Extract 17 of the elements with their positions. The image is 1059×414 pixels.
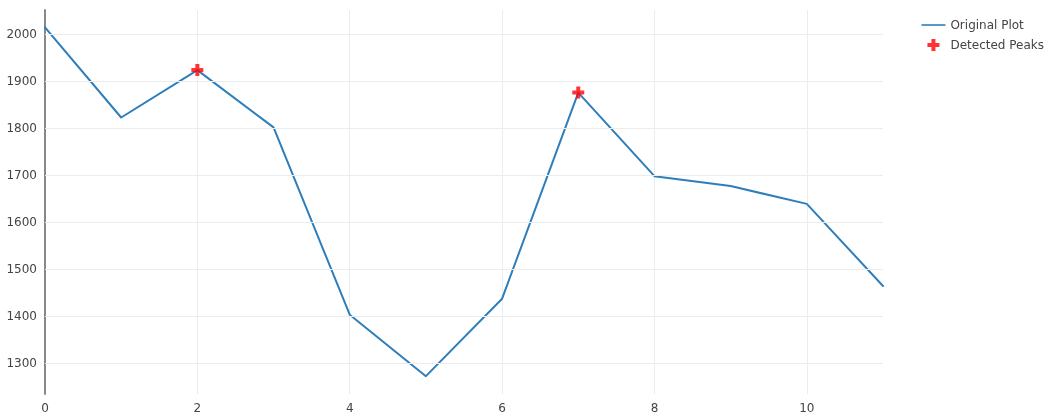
x-tick-label: 6 [498, 401, 506, 414]
y-tick-label: 1800 [6, 121, 37, 136]
y-tick-label: 1900 [6, 74, 37, 89]
line-series [44, 26, 884, 378]
x-tick-label: 0 [41, 401, 49, 414]
y-tick-label: 1700 [6, 168, 37, 183]
x-tick-label: 8 [650, 401, 659, 414]
y-tick-label: 1300 [6, 356, 37, 371]
x-tick-label: 4 [345, 401, 354, 414]
x-tick-label: 10 [799, 401, 815, 414]
legend-label: Detected Peaks [950, 38, 1044, 52]
x-tick-label: 2 [193, 401, 202, 414]
y-tick-label: 1600 [6, 215, 37, 230]
y-tick-label: 2000 [6, 27, 37, 42]
y-tick-label: 1500 [6, 262, 37, 277]
legend-label: Original Plot [950, 18, 1025, 32]
y-tick-label: 1400 [6, 309, 37, 324]
